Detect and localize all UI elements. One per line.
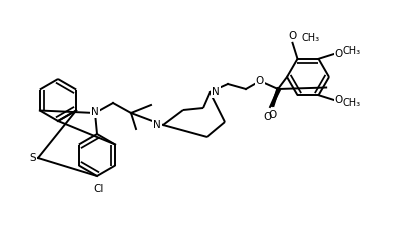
- Text: Cl: Cl: [94, 184, 104, 194]
- Text: CH₃: CH₃: [342, 98, 360, 108]
- Text: N: N: [153, 120, 161, 130]
- Text: CH₃: CH₃: [342, 46, 360, 56]
- Text: N: N: [211, 87, 219, 97]
- Text: O: O: [268, 110, 276, 120]
- Text: S: S: [30, 153, 36, 163]
- Text: O: O: [288, 31, 296, 41]
- Text: O: O: [334, 49, 342, 59]
- Text: CH₃: CH₃: [301, 33, 319, 43]
- Text: O: O: [263, 112, 271, 122]
- Text: O: O: [255, 76, 263, 86]
- Text: N: N: [91, 107, 99, 117]
- Text: O: O: [334, 95, 342, 105]
